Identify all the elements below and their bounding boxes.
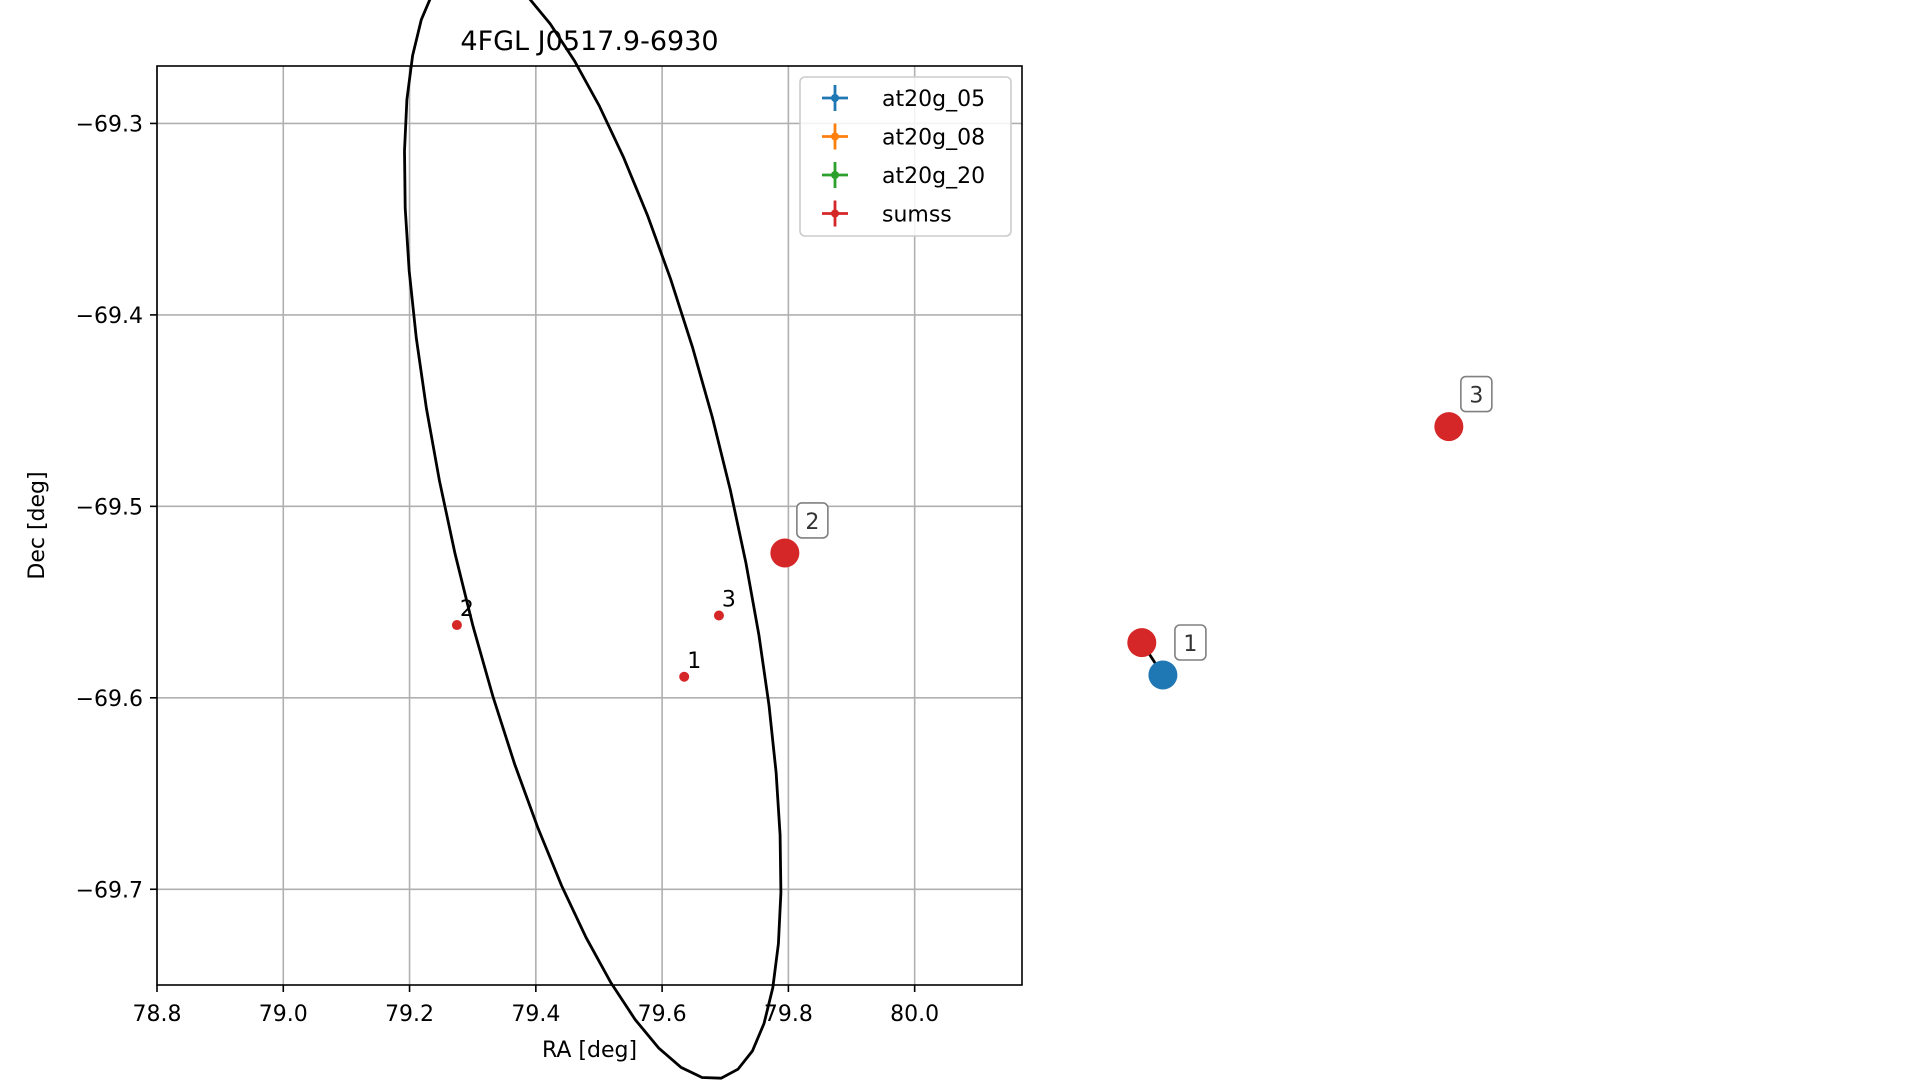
legend-entry-at20g_05: at20g_05 <box>822 85 985 112</box>
localization-ellipse <box>403 0 783 1080</box>
source-node-1 <box>1148 660 1178 690</box>
legend-entry-at20g_08: at20g_08 <box>822 123 985 151</box>
node-badge-label: 1 <box>1183 632 1197 657</box>
x-tick-label: 79.6 <box>638 1002 687 1027</box>
node-badge-label: 3 <box>1469 384 1483 409</box>
legend-marker-dot <box>831 209 839 218</box>
sumss-point-2 <box>451 620 462 631</box>
legend-entry-at20g_20: at20g_20 <box>822 162 985 189</box>
plot-frame <box>156 65 1023 986</box>
point-label: 1 <box>687 649 701 674</box>
y-tick-label: −69.5 <box>76 495 143 520</box>
x-tick-label: 79.2 <box>385 1002 434 1027</box>
sumss-point-3 <box>713 610 724 621</box>
node-badge-label: 2 <box>805 510 819 535</box>
legend-label: at20g_08 <box>882 126 985 151</box>
x-tick-label: 80.0 <box>890 1002 939 1027</box>
source-node-3 <box>1434 412 1464 442</box>
legend-marker-dot <box>831 94 839 102</box>
node-badge <box>796 502 829 539</box>
legend-label: at20g_20 <box>882 164 985 189</box>
legend-label: at20g_05 <box>882 87 985 112</box>
x-axis-ticks: 78.8 79.0 79.2 79.4 79.6 79.8 80.0 <box>133 985 939 1027</box>
y-axis-label: Dec [deg] <box>25 471 50 579</box>
legend-marker-dot <box>831 132 839 141</box>
x-axis-label: RA [deg] <box>542 1038 637 1063</box>
node-badge <box>1174 624 1207 661</box>
x-tick-label: 78.8 <box>133 1002 182 1027</box>
association-diagram: 1 2 3 <box>770 375 1493 690</box>
sumss-point-1 <box>679 671 690 682</box>
x-tick-label: 79.8 <box>764 1002 813 1027</box>
x-tick-label: 79.4 <box>511 1002 560 1027</box>
y-axis-ticks: −69.3 −69.4 −69.5 −69.6 −69.7 <box>76 112 157 903</box>
legend-entry-sumss: sumss <box>822 200 952 228</box>
source-node-2 <box>770 538 800 568</box>
chart-title: 4FGL J0517.9-6930 <box>460 26 718 57</box>
x-tick-label: 79.0 <box>259 1002 308 1027</box>
source-node-1 <box>1127 628 1157 658</box>
sumss-points: 1 2 3 <box>451 587 736 682</box>
point-label: 2 <box>460 597 474 622</box>
y-tick-label: −69.4 <box>76 304 143 329</box>
radio-source-plot: 12 3 78.8 79.0 79.2 79.4 79.6 79.8 80.0 −69.3−6… <box>25 0 1023 1080</box>
y-tick-label: −69.3 <box>76 112 143 137</box>
point-label: 3 <box>722 587 736 612</box>
grid <box>156 66 1022 985</box>
legend-label: sumss <box>882 203 952 228</box>
legend-marker-dot <box>831 171 839 179</box>
node-badge <box>1460 375 1493 413</box>
y-tick-label: −69.6 <box>76 687 143 712</box>
y-tick-label: −69.7 <box>76 878 143 903</box>
legend-box <box>799 76 1012 237</box>
